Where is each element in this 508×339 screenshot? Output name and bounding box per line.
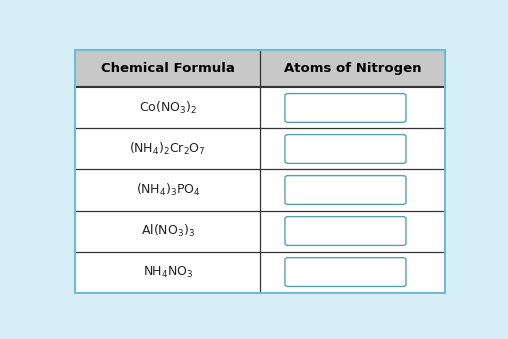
Text: (NH$_4$)$_3$PO$_4$: (NH$_4$)$_3$PO$_4$ — [136, 182, 200, 198]
Text: Atoms of Nitrogen: Atoms of Nitrogen — [284, 62, 422, 75]
Bar — [261, 50, 446, 87]
Bar — [261, 211, 446, 252]
Text: Chemical Formula: Chemical Formula — [101, 62, 235, 75]
Text: Al(NO$_3$)$_3$: Al(NO$_3$)$_3$ — [141, 223, 195, 239]
Text: (NH$_4$)$_2$Cr$_2$O$_7$: (NH$_4$)$_2$Cr$_2$O$_7$ — [130, 141, 206, 157]
Bar — [75, 50, 261, 87]
FancyBboxPatch shape — [285, 135, 406, 163]
Bar — [75, 170, 261, 211]
Text: Co(NO$_3$)$_2$: Co(NO$_3$)$_2$ — [139, 100, 197, 116]
Bar — [261, 170, 446, 211]
Text: NH$_4$NO$_3$: NH$_4$NO$_3$ — [143, 264, 193, 280]
FancyBboxPatch shape — [285, 94, 406, 122]
Bar — [75, 252, 261, 293]
Bar — [75, 128, 261, 170]
Bar — [261, 87, 446, 128]
FancyBboxPatch shape — [285, 217, 406, 245]
Bar — [75, 87, 261, 128]
Bar — [261, 128, 446, 170]
Bar — [75, 211, 261, 252]
FancyBboxPatch shape — [285, 258, 406, 286]
Bar — [261, 252, 446, 293]
FancyBboxPatch shape — [285, 176, 406, 204]
